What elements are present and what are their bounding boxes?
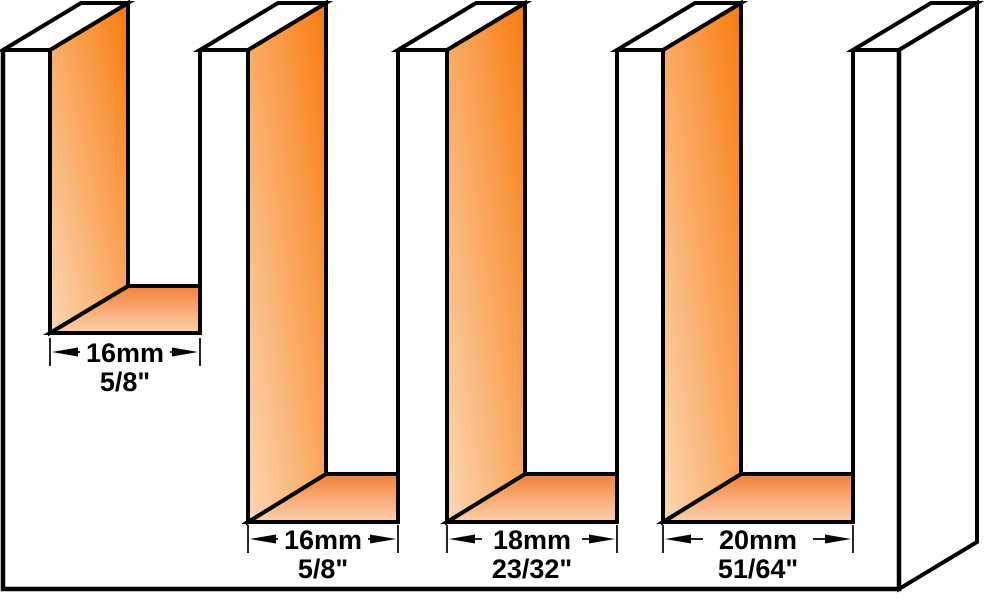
wall-4-top-face: [609, 1, 749, 52]
dimension-groove-4: 20mm 51/64": [662, 525, 854, 584]
dimension-arrow-left-icon: [449, 534, 475, 544]
groove-2-width-mm: 16mm: [284, 525, 362, 555]
groove-4-width-mm: 20mm: [719, 525, 797, 555]
dimension-groove-3: 18mm 23/32": [446, 525, 618, 584]
dimension-arrow-left-icon: [52, 347, 78, 357]
dimension-arrow-right-icon: [589, 534, 615, 544]
wall-3-top-face: [390, 1, 533, 52]
groove-4-side-wall: [661, 0, 743, 526]
wall-1-top-face: [0, 1, 136, 52]
groove-1-side-wall: [48, 0, 130, 337]
dimension-groove-2: 16mm 5/8": [247, 525, 399, 584]
groove-3-side-wall: [445, 0, 527, 526]
dimension-arrow-right-icon: [172, 347, 198, 357]
dimension-arrow-right-icon: [825, 534, 851, 544]
groove-4-width-inch: 51/64": [718, 554, 798, 584]
groove-2-side-wall: [246, 0, 328, 526]
groove-1-width-mm: 16mm: [86, 338, 164, 368]
dimension-arrow-left-icon: [665, 534, 691, 544]
dimension-arrow-left-icon: [250, 534, 276, 544]
groove-3-width-inch: 23/32": [492, 554, 572, 584]
workpiece-outline: [0, 50, 902, 592]
groove-3-width-mm: 18mm: [493, 525, 571, 555]
groove-1-width-inch: 5/8": [100, 367, 150, 397]
wall-2-top-face: [192, 1, 334, 52]
dimension-arrow-right-icon: [370, 534, 396, 544]
groove-2-width-inch: 5/8": [298, 554, 348, 584]
dimension-groove-1: 16mm 5/8": [49, 338, 201, 397]
workpiece-right-end-face: [897, 0, 979, 593]
